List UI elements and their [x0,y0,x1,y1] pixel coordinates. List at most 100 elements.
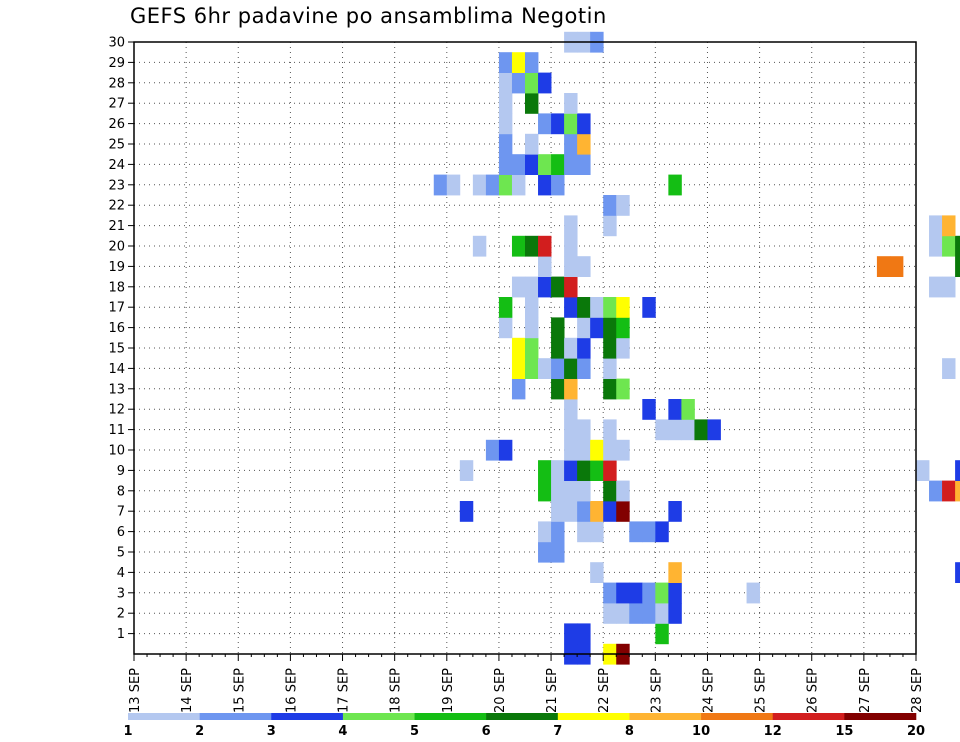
y-tick-label: 25 [108,138,125,153]
heatmap-cell [616,317,630,339]
heatmap-cell [942,215,956,237]
heatmap-cell [538,460,552,481]
heatmap-cell [564,154,578,175]
y-tick-label: 9 [117,464,125,479]
heatmap-cell [942,235,956,257]
colorbar-label: 1 [123,724,132,739]
heatmap-cell [746,582,760,604]
heatmap-cell [564,276,578,298]
colorbar-segment [342,713,415,720]
heatmap-cell [616,195,630,216]
heatmap-cell [577,439,591,461]
heatmap-cell [577,113,591,135]
heatmap-cell [551,113,565,135]
y-tick-label: 23 [108,178,125,193]
heatmap-cell [511,337,526,359]
y-tick-label: 3 [117,586,125,601]
heatmap-cell [564,235,578,257]
y-tick-label: 22 [108,199,125,214]
heatmap-cell [603,480,617,502]
heatmap-cell [616,480,630,502]
heatmap-cell [551,358,565,379]
y-tick-label: 27 [108,97,125,112]
heatmap-cell [538,521,552,543]
heatmap-cell [564,378,578,400]
x-tick-label: 26 SEP [806,668,821,713]
x-tick-label: 22 SEP [597,668,612,713]
y-tick-label: 14 [108,362,125,377]
y-tick-label: 10 [108,444,125,459]
heatmap-cell [603,317,617,339]
y-tick-label: 20 [108,240,125,255]
heatmap-cell [498,154,513,175]
y-tick-label: 15 [108,342,125,357]
colorbar-segment [629,713,702,720]
heatmap-cell [929,235,943,257]
heatmap-cell [551,480,565,502]
heatmap-cell [525,52,539,73]
heatmap-cell [498,133,513,155]
heatmap-cell [498,174,513,196]
heatmap-cell [590,317,604,339]
heatmap-cell [551,317,565,339]
heatmap-cell [955,235,960,257]
heatmap-cell [577,358,591,379]
heatmap-cell [681,399,695,420]
heatmap-cell [511,378,526,400]
heatmap-cell [668,174,682,196]
heatmap-cell [459,460,474,481]
heatmap-cell [942,276,956,298]
heatmap-cell [929,276,943,298]
heatmap-cell [538,256,552,277]
heatmap-cell [538,480,552,502]
y-tick-label: 8 [117,484,125,499]
y-tick-label: 30 [108,36,125,51]
colorbar-segment [128,713,200,720]
colorbar-label: 6 [482,724,491,739]
heatmap-cell [538,235,552,257]
heatmap-cell [603,603,617,624]
heatmap-cell [603,419,617,441]
heatmap-cell [498,439,513,461]
colorbar-segment [486,713,559,720]
heatmap-cell [577,501,591,522]
colorbar-label: 10 [692,724,710,739]
heatmap-cell [642,399,656,420]
heatmap-cell [472,235,487,257]
y-tick-label: 2 [117,607,125,622]
colorbar-segment [701,713,774,720]
heatmap-cell [668,562,682,583]
y-tick-label: 12 [108,403,125,418]
heatmap-cell [642,582,656,604]
heatmap-cell [616,603,630,624]
heatmap-cell [525,317,539,339]
x-tick-label: 24 SEP [701,668,716,713]
heatmap-cell [498,52,513,73]
x-tick-label: 17 SEP [337,668,352,713]
heatmap-cell [511,235,526,257]
heatmap-cell [485,439,500,461]
heatmap-cell [459,501,474,522]
heatmap-cell [564,419,578,441]
heatmap-cell [564,113,578,135]
heatmap-cell [577,521,591,543]
heatmap-cell [525,235,539,257]
heatmap-cell [616,501,630,522]
y-tick-label: 6 [117,525,125,540]
colorbar-label: 8 [625,724,634,739]
x-tick-label: 16 SEP [284,668,299,713]
colorbar-label: 7 [553,724,562,739]
colorbar: 1 2 3 4 5 6 7 8 10 12 15 20 [123,713,925,739]
heatmap-cell [498,113,513,135]
heatmap-cell [564,480,578,502]
heatmap-cell [551,174,565,196]
x-axis: 13 SEP 14 SEP 15 SEP 16 SEP 17 SEP 18 SEP 19 S… [128,654,925,713]
colorbar-segment [844,713,917,720]
heatmap-cell [668,501,682,522]
y-axis: 1234567891011121314151617181920212223242… [108,36,134,642]
heatmap-cell [655,521,669,543]
heatmap-cell [511,276,526,298]
heatmap-cell [564,93,578,114]
heatmap-cell [577,419,591,441]
heatmap-cell [525,297,539,318]
